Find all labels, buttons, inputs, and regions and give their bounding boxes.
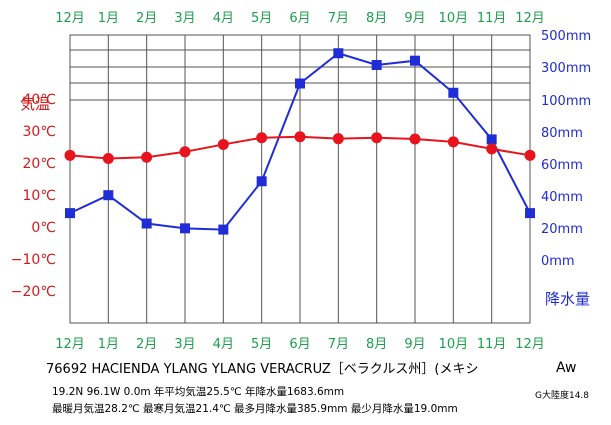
precipitation-point <box>333 48 344 59</box>
temperature-point <box>486 143 498 155</box>
precipitation-tick-label: 0mm <box>541 254 575 269</box>
month-label-bottom: 1月 <box>98 337 119 352</box>
month-label-bottom: 10月 <box>439 337 469 352</box>
continentality-index: G大陸度14.8 <box>535 391 590 401</box>
month-label-bottom: 5月 <box>251 337 272 352</box>
temperature-tick-label: 0℃ <box>31 220 56 236</box>
precipitation-point <box>486 134 497 145</box>
precipitation-point <box>103 190 114 201</box>
temperature-point <box>524 149 536 161</box>
temperature-tick-label: 20℃ <box>22 156 56 172</box>
month-label-top: 6月 <box>289 11 310 26</box>
precipitation-axis-label: 降水量 <box>545 290 590 308</box>
precipitation-point <box>218 224 229 235</box>
station-summary: 19.2N 96.1W 0.0m 年平均気温25.5℃ 年降水量1683.6mm <box>52 386 345 398</box>
precipitation-series <box>65 48 535 235</box>
precipitation-tick-label: 500mm <box>541 29 591 44</box>
temperature-tick-label: −10℃ <box>11 252 56 268</box>
month-label-top: 12月 <box>515 11 545 26</box>
precipitation-tick-label: 100mm <box>541 94 591 109</box>
month-label-top: 8月 <box>366 11 387 26</box>
climate-code: Aw <box>556 360 577 376</box>
precipitation-point <box>525 208 535 219</box>
temperature-series <box>64 131 536 165</box>
temperature-point <box>332 133 344 145</box>
month-label-top: 4月 <box>213 11 234 26</box>
month-label-top: 9月 <box>404 11 425 26</box>
temperature-point <box>447 136 459 148</box>
month-label-top: 3月 <box>174 11 195 26</box>
month-label-bottom: 7月 <box>328 337 349 352</box>
precipitation-tick-labels: 500mm 300mm 100mm 80mm 60mm 40mm 20mm 0mm <box>541 29 591 269</box>
month-label-top: 11月 <box>477 11 507 26</box>
month-label-top: 5月 <box>251 11 272 26</box>
station-extremes: 最暖月気温28.2℃ 最寒月気温21.4℃ 最多月降水量385.9mm 最少月降… <box>52 403 458 415</box>
chart-grid <box>69 34 531 324</box>
precipitation-point <box>448 87 459 98</box>
temperature-point <box>409 133 421 145</box>
precipitation-tick-label: 40mm <box>541 190 583 205</box>
temperature-tick-labels: 40℃ 30℃ 20℃ 10℃ 0℃ −10℃ −20℃ <box>11 92 56 300</box>
temperature-point <box>256 132 268 144</box>
temperature-tick-label: −20℃ <box>11 284 56 300</box>
precipitation-point <box>141 218 152 229</box>
month-label-top: 2月 <box>136 11 157 26</box>
temperature-tick-label: 10℃ <box>22 188 56 204</box>
temperature-point <box>102 153 114 165</box>
month-label-top: 7月 <box>328 11 349 26</box>
temperature-point <box>294 131 306 143</box>
temperature-tick-label: 30℃ <box>22 124 56 140</box>
precipitation-tick-label: 20mm <box>541 222 583 237</box>
month-labels-top: 12月 1月 2月 3月 4月 5月 6月 7月 8月 9月 10月 11月 12月 <box>55 11 545 26</box>
month-label-top: 12月 <box>55 11 85 26</box>
precipitation-point <box>371 60 382 70</box>
temperature-point <box>64 149 76 161</box>
temperature-tick-label: 40℃ <box>22 92 56 108</box>
precipitation-tick-label: 80mm <box>541 126 583 141</box>
month-label-bottom: 4月 <box>213 337 234 352</box>
month-label-bottom: 8月 <box>366 337 387 352</box>
temperature-point <box>141 151 153 163</box>
month-label-bottom: 2月 <box>136 337 157 352</box>
month-labels-bottom: 12月 1月 2月 3月 4月 5月 6月 7月 8月 9月 10月 11月 12月 <box>55 337 545 352</box>
temperature-axis-label: 気温 <box>20 95 50 113</box>
temperature-point <box>371 132 383 144</box>
month-label-bottom: 6月 <box>289 337 310 352</box>
month-label-bottom: 9月 <box>404 337 425 352</box>
precipitation-point <box>256 176 267 187</box>
month-label-top: 10月 <box>439 11 469 26</box>
temperature-point <box>217 138 229 150</box>
precipitation-tick-label: 60mm <box>541 158 583 173</box>
month-label-bottom: 11月 <box>477 337 507 352</box>
precipitation-tick-label: 300mm <box>541 61 591 76</box>
precipitation-point <box>295 78 305 89</box>
precipitation-point <box>65 208 75 219</box>
station-name: 76692 HACIENDA YLANG YLANG VERACRUZ［ベラクル… <box>46 362 479 377</box>
month-label-bottom: 3月 <box>174 337 195 352</box>
temperature-point <box>179 146 191 158</box>
precipitation-point <box>180 223 190 234</box>
month-label-top: 1月 <box>98 11 119 26</box>
precipitation-point <box>410 55 420 66</box>
month-label-bottom: 12月 <box>515 337 545 352</box>
month-label-bottom: 12月 <box>55 337 85 352</box>
